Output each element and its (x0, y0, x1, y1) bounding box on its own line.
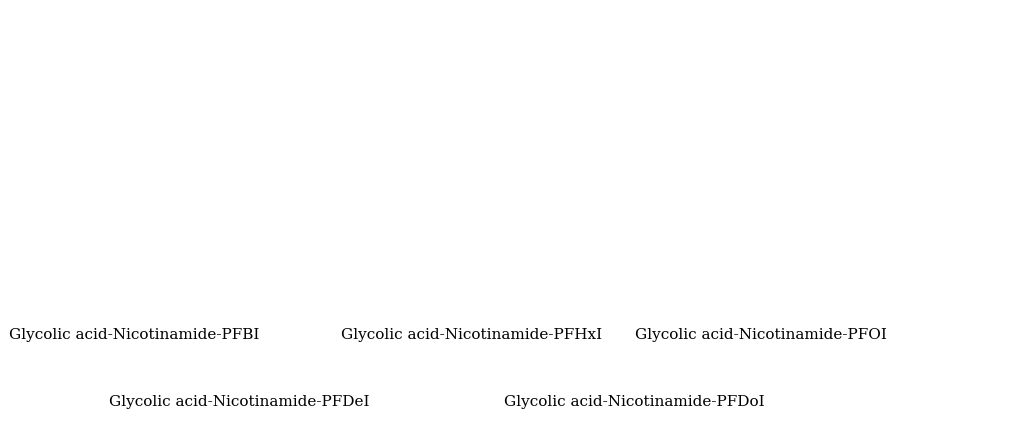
Text: Glycolic acid-Nicotinamide-PFBI: Glycolic acid-Nicotinamide-PFBI (9, 328, 260, 342)
Text: Glycolic acid-Nicotinamide-PFHxI: Glycolic acid-Nicotinamide-PFHxI (341, 328, 602, 342)
Text: Glycolic acid-Nicotinamide-PFDeI: Glycolic acid-Nicotinamide-PFDeI (109, 395, 369, 409)
Text: Glycolic acid-Nicotinamide-PFOI: Glycolic acid-Nicotinamide-PFOI (635, 328, 887, 342)
Text: Glycolic acid-Nicotinamide-PFDoI: Glycolic acid-Nicotinamide-PFDoI (504, 395, 765, 409)
